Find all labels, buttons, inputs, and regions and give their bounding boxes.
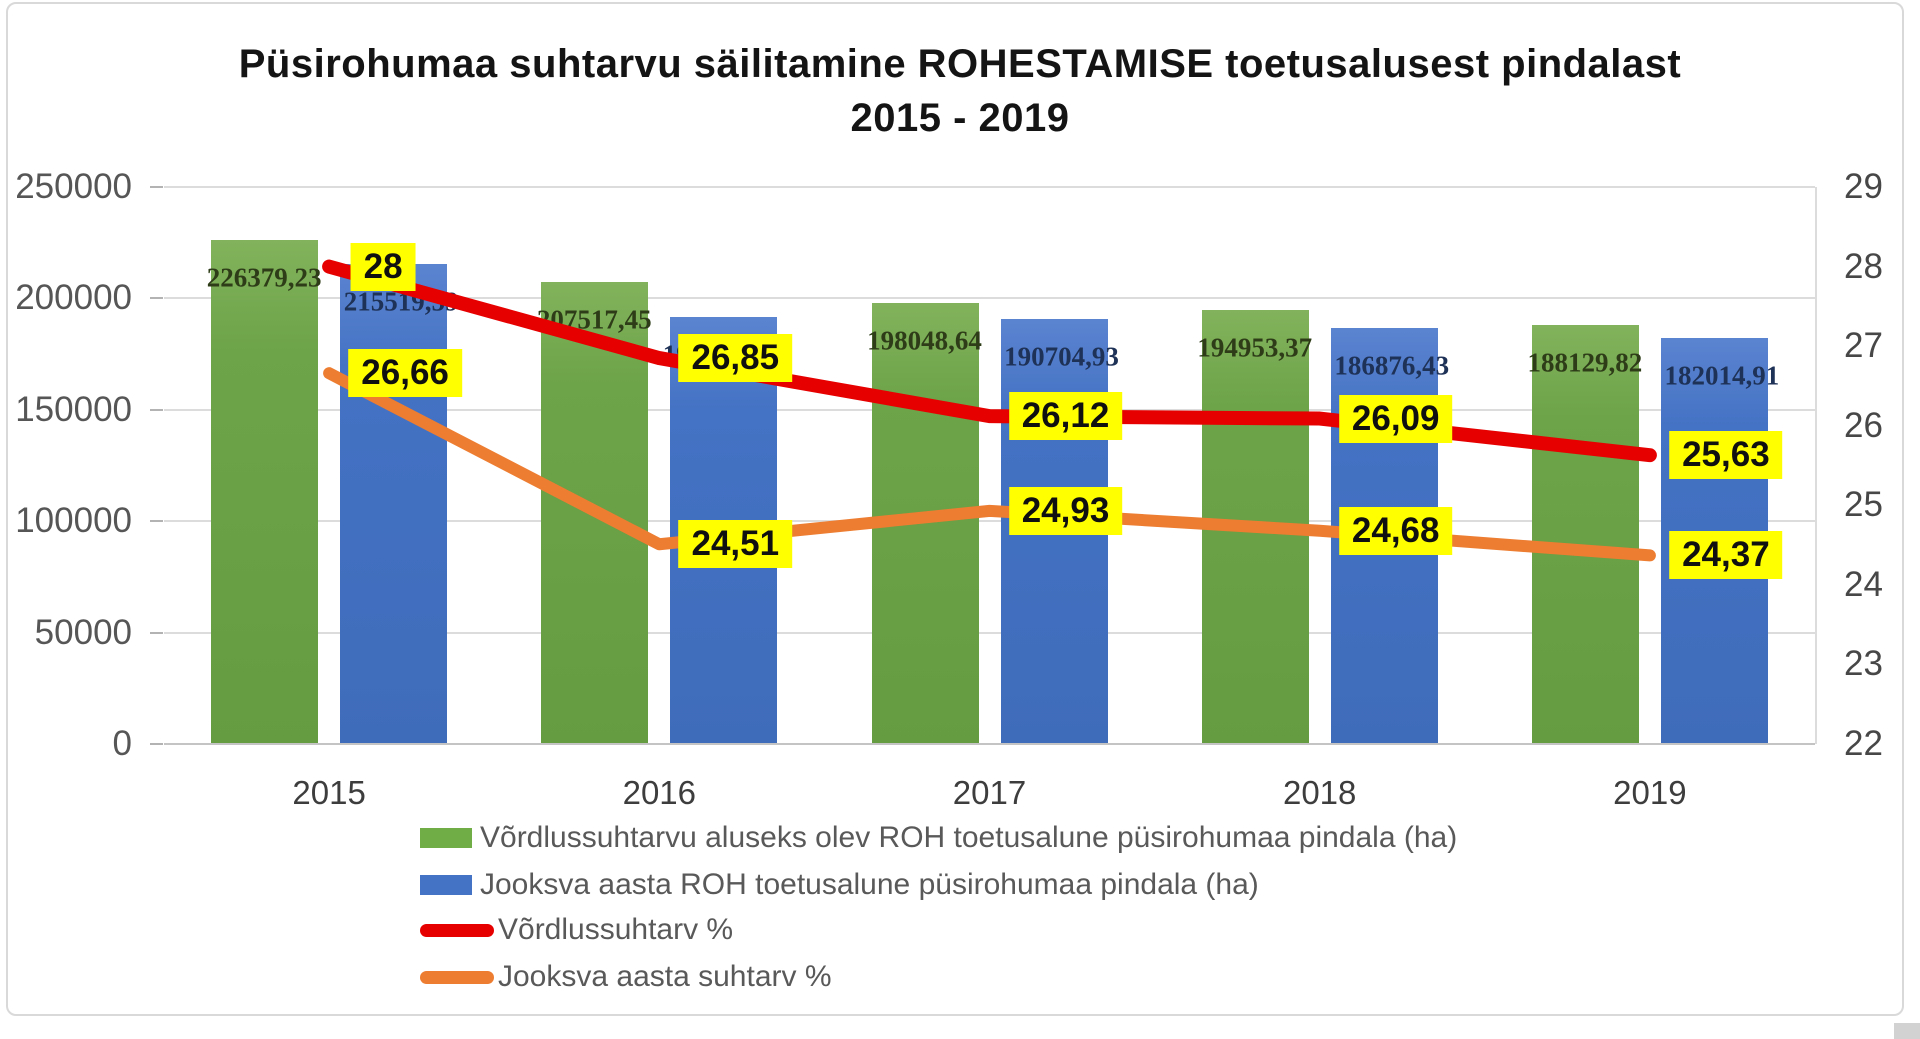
chart-title-line2: 2015 - 2019 [850,96,1070,140]
legend-item: Võrdlussuhtarvu aluseks olev ROH toetusa… [420,821,1457,855]
y-axis-right-tick: 28 [1844,246,1883,286]
value-callout-red-trend-line-2018: 26,09 [1338,394,1453,443]
x-axis-line [164,743,1815,745]
y-axis-left-tickmark [150,520,163,523]
chart-object-border [6,2,1904,1016]
legend-item: Jooksva aasta suhtarv % [420,960,832,994]
y-axis-right-tick: 26 [1844,405,1883,445]
value-callout-orange-trend-line-2016: 24,51 [678,520,793,569]
y-axis-left-tick: 0 [112,724,132,763]
legend-item: Võrdlussuhtarv % [420,913,733,947]
value-callout-red-trend-line-2016: 26,85 [678,334,793,383]
y-axis-right-tick: 23 [1844,644,1883,684]
legend-label: Võrdlussuhtarv % [498,913,734,946]
value-callout-orange-trend-line-2018: 24,68 [1338,506,1453,555]
x-axis-label-2016: 2016 [622,774,697,811]
y-axis-right-tick: 24 [1844,564,1883,604]
value-callout-red-trend-line-2019: 25,63 [1669,431,1783,480]
bar-value-label-blue: 186876,43 [1334,350,1450,381]
bar-green-2015 [211,239,319,744]
value-callout-red-trend-line-2015: 28 [350,242,416,291]
legend-item: Jooksva aasta ROH toetusalune püsirohuma… [420,868,1259,902]
bar-value-label-green: 198048,64 [867,325,982,356]
y-axis-left-tick: 150000 [15,389,132,429]
bar-value-label-green: 226379,23 [206,262,322,293]
y-axis-left-tickmark [150,186,163,188]
y-axis-right-tick: 27 [1844,326,1883,366]
legend-label: Jooksva aasta ROH toetusalune püsirohuma… [480,868,1259,901]
bar-value-label-green: 194953,37 [1197,332,1313,363]
bar-blue-2015 [340,263,448,744]
y-axis-left-tickmark [150,743,163,745]
value-callout-red-trend-line-2017: 26,12 [1008,392,1123,441]
legend-swatch-line [420,923,494,937]
gridline [164,297,1815,300]
y-axis-right-tick: 29 [1844,167,1883,206]
x-axis-label-2018: 2018 [1282,774,1357,811]
legend-label: Võrdlussuhtarvu aluseks olev ROH toetusa… [480,821,1458,854]
plot-right-border [1815,187,1817,744]
x-axis-label-2017: 2017 [952,774,1027,811]
legend-swatch-line [420,970,494,984]
gridline [164,186,1815,188]
x-axis-label-2015: 2015 [292,774,366,811]
resize-handle-mark [1894,1023,1920,1039]
x-axis-label-2019: 2019 [1613,774,1687,811]
legend-swatch-bar [420,828,472,848]
gridline [164,520,1815,523]
value-callout-orange-trend-line-2019: 24,37 [1669,531,1783,580]
y-axis-left-tickmark [150,297,163,300]
chart-title-line1: Püsirohumaa suhtarvu säilitamine ROHESTA… [238,42,1682,86]
y-axis-right-tick: 25 [1844,485,1883,525]
y-axis-right-tick: 22 [1844,724,1883,763]
value-callout-orange-trend-line-2017: 24,93 [1008,486,1123,535]
gridline [164,631,1815,634]
bar-value-label-green: 188129,82 [1527,347,1643,378]
y-axis-left-tick: 200000 [15,278,132,318]
legend-label: Jooksva aasta suhtarv % [498,960,832,993]
y-axis-left-tick: 250000 [15,167,132,206]
legend-swatch-bar [420,875,472,895]
y-axis-left-tickmark [150,631,163,634]
y-axis-left-tick: 100000 [15,501,132,541]
y-axis-left-tickmark [150,408,163,411]
bar-value-label-blue: 182014,91 [1664,360,1780,391]
y-axis-left-tick: 50000 [34,612,132,652]
bar-green-2019 [1531,324,1639,744]
value-callout-orange-trend-line-2015: 26,66 [348,349,462,398]
bar-value-label-blue: 190704,93 [1004,341,1119,372]
